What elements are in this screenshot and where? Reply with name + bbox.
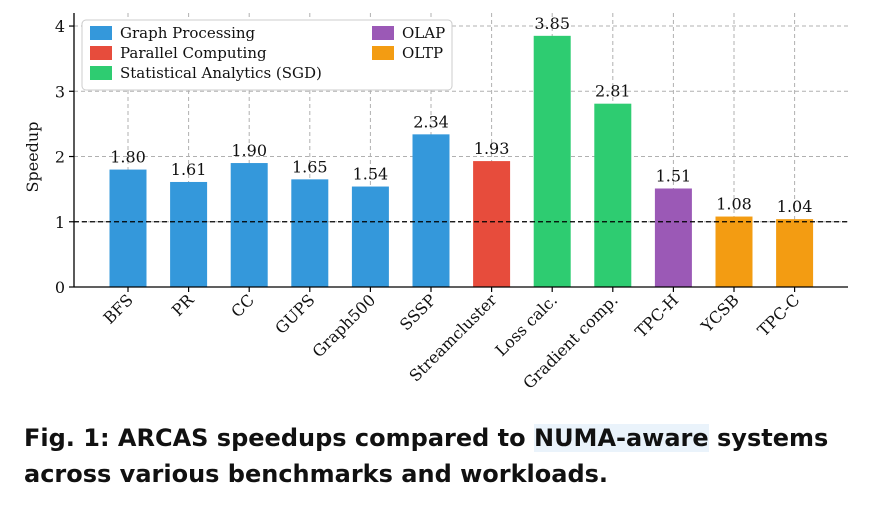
legend-label: OLAP xyxy=(402,24,445,42)
figure-caption: Fig. 1: ARCAS speedups compared to NUMA-… xyxy=(24,420,864,492)
y-tick-label: 4 xyxy=(55,17,65,36)
y-tick-label: 1 xyxy=(55,213,65,232)
bar-value-label: 1.93 xyxy=(474,139,510,158)
y-tick-label: 2 xyxy=(55,148,65,167)
bar xyxy=(109,169,147,287)
bar xyxy=(230,163,268,287)
legend-label: Statistical Analytics (SGD) xyxy=(120,64,322,82)
caption-prefix: Fig. 1: ARCAS speedups compared to xyxy=(24,424,534,452)
bar-value-label: 2.81 xyxy=(595,82,631,101)
bar-value-label: 1.04 xyxy=(777,197,813,216)
bar xyxy=(412,134,450,287)
legend-swatch xyxy=(372,26,394,40)
bar xyxy=(473,161,511,287)
bar-value-label: 1.51 xyxy=(656,166,692,185)
x-tick-label: YCSB xyxy=(697,290,743,336)
y-tick-label: 3 xyxy=(55,82,65,101)
bar xyxy=(654,188,692,287)
speedup-bar-chart: 0 1 2 3 4 BFS 1.80 PR 1.61 CC 1.90 GUPS 1.65 Graph500… xyxy=(23,13,848,393)
legend-swatch xyxy=(372,46,394,60)
legend-swatch xyxy=(90,46,112,60)
bar xyxy=(351,186,389,287)
caption-highlight: NUMA-aware xyxy=(533,424,709,452)
legend-label: OLTP xyxy=(402,44,443,62)
x-tick-label: SSSP xyxy=(396,290,440,334)
bar-value-label: 1.90 xyxy=(231,141,267,160)
axes xyxy=(69,13,848,292)
bar xyxy=(291,179,329,287)
bar xyxy=(170,181,208,287)
caption-suffix: systems across various benchmarks and wo… xyxy=(24,424,829,488)
bar-value-label: 1.08 xyxy=(716,195,752,214)
bar-value-label: 3.85 xyxy=(534,14,570,33)
bar-value-label: 1.65 xyxy=(292,157,328,176)
legend-label: Graph Processing xyxy=(120,24,256,42)
bar xyxy=(776,219,814,287)
bar-value-label: 1.54 xyxy=(353,165,389,184)
y-tick-label: 0 xyxy=(55,278,65,297)
bar-value-label: 1.61 xyxy=(171,160,207,179)
bar-value-label: 1.80 xyxy=(110,148,146,167)
x-tick-label: GUPS xyxy=(271,290,318,337)
legend-swatch xyxy=(90,26,112,40)
x-tick-label: Graph500 xyxy=(308,290,379,361)
bar-value-label: 2.34 xyxy=(413,112,449,131)
x-tick-label: TPC-C xyxy=(754,290,804,340)
y-axis-label: Speedup xyxy=(23,122,42,193)
bars xyxy=(109,35,814,288)
x-tick-label: BFS xyxy=(99,290,136,327)
bar xyxy=(594,103,632,287)
x-tick-label: CC xyxy=(227,290,258,321)
bar xyxy=(715,216,753,287)
legend-box xyxy=(81,19,453,91)
x-tick-label: TPC-H xyxy=(631,290,682,341)
legend-label: Parallel Computing xyxy=(120,44,267,62)
legend-swatch xyxy=(90,66,112,80)
legend: Graph Processing Parallel Computing Statis… xyxy=(81,19,453,91)
x-tick-label: PR xyxy=(168,290,198,320)
bar xyxy=(533,35,571,288)
